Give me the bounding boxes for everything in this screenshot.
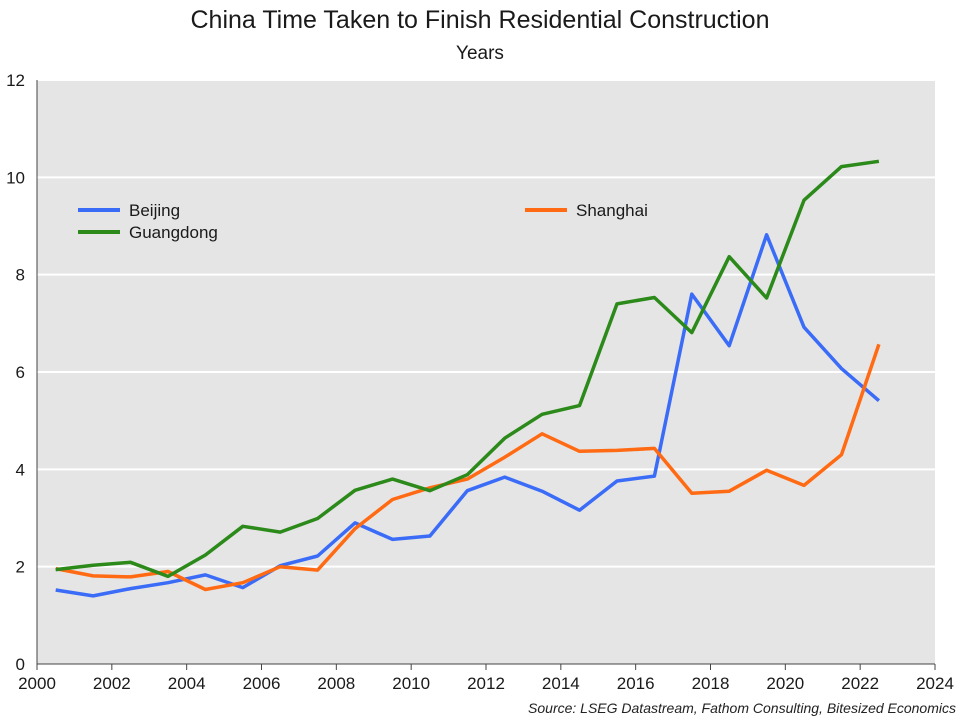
x-tick-label: 2022 xyxy=(841,674,879,693)
x-tick-label: 2010 xyxy=(392,674,430,693)
series-line-beijing xyxy=(55,233,881,598)
x-tick-label: 2012 xyxy=(467,674,505,693)
source-note: Source: LSEG Datastream, Fathom Consulti… xyxy=(528,700,956,716)
x-tick-label: 2008 xyxy=(317,674,355,693)
series-line-guangdong xyxy=(55,159,880,579)
legend-label-shanghai: Shanghai xyxy=(576,201,648,220)
x-tick-label: 2014 xyxy=(542,674,580,693)
x-tick-label: 2006 xyxy=(243,674,281,693)
x-tick-label: 2024 xyxy=(916,674,954,693)
y-tick-label: 2 xyxy=(16,558,25,577)
y-tick-label: 10 xyxy=(6,168,25,187)
x-tick-label: 2016 xyxy=(617,674,655,693)
x-tick-label: 2020 xyxy=(766,674,804,693)
y-tick-label: 6 xyxy=(16,363,25,382)
x-tick-label: 2018 xyxy=(692,674,730,693)
y-tick-label: 12 xyxy=(6,71,25,90)
x-tick-label: 2002 xyxy=(93,674,131,693)
chart-subtitle: Years xyxy=(456,43,504,64)
chart-title: China Time Taken to Finish Residential C… xyxy=(190,6,770,34)
x-tick-label: 2004 xyxy=(168,674,206,693)
y-tick-label: 0 xyxy=(16,655,25,674)
series-line-shanghai xyxy=(55,343,881,592)
legend-label-guangdong: Guangdong xyxy=(129,223,218,242)
y-tick-label: 4 xyxy=(16,460,25,479)
legend-label-beijing: Beijing xyxy=(129,201,180,220)
x-tick-label: 2000 xyxy=(18,674,56,693)
y-tick-label: 8 xyxy=(16,266,25,285)
